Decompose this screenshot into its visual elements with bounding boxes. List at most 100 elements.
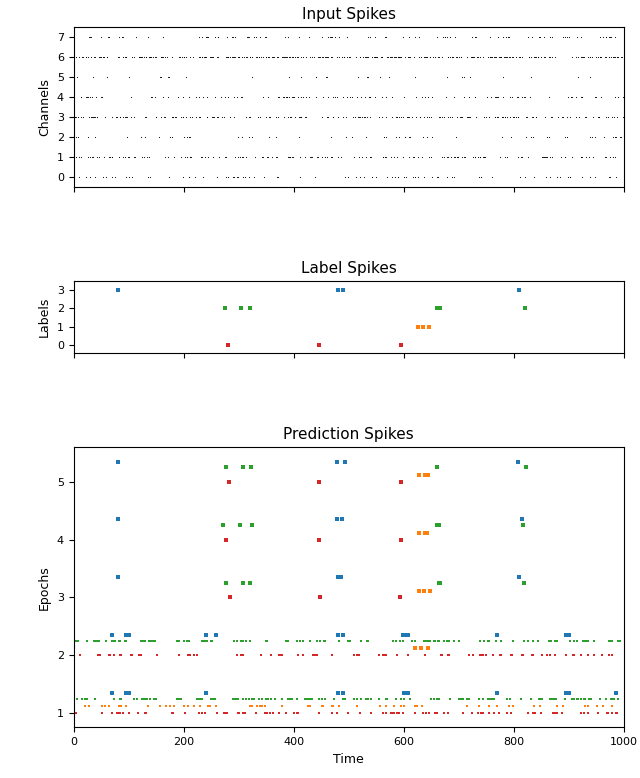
Point — [272, 171, 282, 184]
Point — [81, 51, 91, 64]
Point — [179, 700, 189, 713]
Point — [559, 692, 570, 705]
Point — [363, 635, 373, 647]
Point — [248, 31, 259, 44]
Point — [488, 649, 498, 661]
Point — [522, 31, 532, 44]
Point — [452, 151, 463, 163]
Point — [167, 51, 177, 64]
Point — [197, 31, 207, 44]
Point — [317, 31, 327, 44]
Point — [211, 629, 221, 641]
Point — [192, 692, 202, 705]
Point — [517, 649, 527, 661]
Point — [294, 151, 305, 163]
Point — [296, 51, 307, 64]
Point — [275, 649, 285, 661]
Point — [344, 51, 354, 64]
Point — [515, 171, 525, 184]
Point — [371, 51, 381, 64]
Point — [115, 692, 125, 705]
Point — [266, 692, 276, 705]
Point — [257, 692, 268, 705]
Point — [513, 455, 523, 468]
Point — [349, 649, 359, 661]
Point — [583, 51, 593, 64]
Point — [122, 171, 132, 184]
Point — [404, 151, 415, 163]
Point — [141, 51, 152, 64]
Point — [562, 31, 572, 44]
Point — [218, 519, 228, 531]
Point — [388, 706, 399, 719]
Point — [300, 111, 310, 124]
Point — [329, 692, 339, 705]
Point — [542, 649, 552, 661]
Point — [256, 51, 266, 64]
Point — [328, 700, 339, 713]
Point — [71, 706, 81, 719]
Point — [570, 649, 580, 661]
Point — [564, 111, 575, 124]
Point — [285, 151, 296, 163]
Point — [387, 91, 397, 103]
Point — [491, 91, 501, 103]
Point — [212, 111, 223, 124]
Point — [139, 151, 149, 163]
Point — [184, 111, 195, 124]
Point — [269, 51, 279, 64]
Point — [567, 51, 577, 64]
Point — [419, 584, 429, 597]
Point — [568, 649, 578, 661]
Point — [271, 111, 281, 124]
Point — [293, 51, 303, 64]
Point — [455, 111, 465, 124]
Point — [373, 692, 383, 705]
Point — [238, 635, 248, 647]
Point — [140, 131, 150, 143]
Point — [287, 51, 298, 64]
Point — [228, 692, 238, 705]
Point — [212, 31, 223, 44]
Point — [292, 692, 302, 705]
Point — [447, 51, 457, 64]
Point — [207, 51, 217, 64]
Point — [145, 692, 156, 705]
Point — [520, 91, 531, 103]
Point — [597, 31, 607, 44]
Point — [232, 131, 243, 143]
Point — [323, 31, 333, 44]
Point — [502, 692, 513, 705]
Point — [221, 534, 231, 546]
Point — [381, 51, 392, 64]
Point — [262, 151, 272, 163]
Point — [458, 706, 468, 719]
Point — [129, 151, 140, 163]
Point — [605, 151, 615, 163]
Point — [138, 692, 148, 705]
Point — [435, 302, 445, 314]
Point — [495, 649, 506, 661]
Point — [137, 51, 147, 64]
Point — [531, 111, 541, 124]
Point — [526, 692, 536, 705]
Point — [338, 91, 348, 103]
Point — [124, 171, 134, 184]
Point — [167, 111, 177, 124]
Point — [498, 91, 508, 103]
Point — [190, 171, 200, 184]
Point — [213, 51, 223, 64]
Point — [296, 71, 306, 83]
Point — [71, 111, 81, 124]
Point — [566, 91, 576, 103]
Point — [404, 111, 414, 124]
Point — [235, 151, 245, 163]
Point — [212, 171, 222, 184]
Point — [569, 692, 579, 705]
Point — [367, 51, 377, 64]
Point — [322, 71, 332, 83]
Point — [513, 111, 523, 124]
Point — [381, 692, 392, 705]
Point — [115, 111, 125, 124]
Point — [560, 151, 570, 163]
